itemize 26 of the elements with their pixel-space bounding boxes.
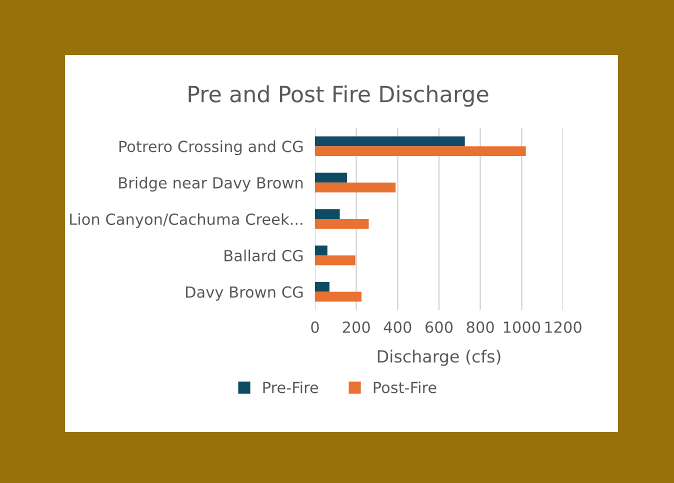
bar: [315, 146, 526, 156]
y-tick-label: Davy Brown CG: [186, 286, 303, 301]
legend-label: Post-Fire: [374, 381, 436, 394]
bar: [315, 172, 348, 183]
x-tick-label: 400: [384, 321, 412, 333]
x-tick-label: 200: [342, 321, 370, 333]
bar: [315, 246, 328, 256]
y-tick-label: Lion Canyon/Cachuma Creek...: [70, 213, 302, 228]
x-tick-label: 1000: [504, 321, 540, 333]
x-tick-label: 800: [466, 321, 494, 333]
bar: [315, 219, 369, 229]
x-tick-label: 0: [311, 321, 319, 333]
bar: [315, 209, 340, 219]
x-tick-label: 600: [425, 321, 453, 333]
y-tick-label: Bridge near Davy Brown: [119, 176, 303, 192]
bar: [315, 255, 356, 266]
x-axis-title: Discharge (cfs): [378, 350, 500, 366]
bar: [315, 292, 362, 302]
bar: [315, 182, 396, 192]
x-tick-label: 1200: [545, 321, 582, 333]
y-tick-label: Ballard CG: [224, 250, 303, 262]
bar: [315, 136, 465, 146]
legend-label: Pre-Fire: [263, 381, 318, 394]
chart-title: Pre and Post Fire Discharge: [188, 85, 488, 107]
y-tick-label: Potrero Crossing and CG: [119, 140, 303, 156]
bar: [315, 282, 330, 292]
